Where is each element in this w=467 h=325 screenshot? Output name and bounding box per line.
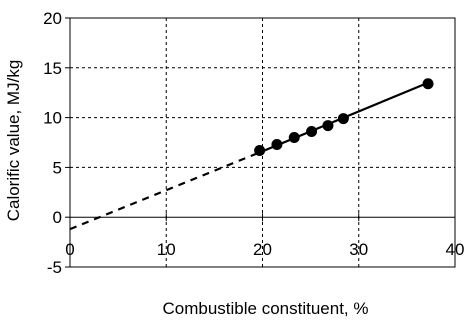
x-tick-label: 10 <box>157 240 176 259</box>
axes <box>65 17 456 268</box>
data-point <box>288 132 300 144</box>
y-tick-label: 10 <box>43 109 62 128</box>
extrapolation-line <box>69 151 261 231</box>
y-axis-title: Calorific value, MJ/kg <box>4 60 23 222</box>
plot-frame <box>69 17 456 268</box>
data-point <box>337 113 349 125</box>
x-axis-title: Combustible constituent, % <box>163 299 369 318</box>
x-tick-label: 20 <box>253 240 272 259</box>
data-point <box>254 144 266 156</box>
data-point <box>306 126 318 138</box>
grid-lines <box>70 18 455 267</box>
y-tick-label: 20 <box>43 9 62 28</box>
x-tick-label: 0 <box>65 240 74 259</box>
x-tick-label: 40 <box>446 240 465 259</box>
data-point <box>271 138 283 150</box>
data-point <box>422 78 434 90</box>
data-point <box>322 120 334 132</box>
y-tick-label: -5 <box>47 258 62 277</box>
series-lines <box>69 81 429 231</box>
data-markers <box>254 78 434 156</box>
y-tick-label: 15 <box>43 59 62 78</box>
x-tick-label: 30 <box>349 240 368 259</box>
y-tick-label: 5 <box>53 158 62 177</box>
y-tick-label: 0 <box>53 208 62 227</box>
